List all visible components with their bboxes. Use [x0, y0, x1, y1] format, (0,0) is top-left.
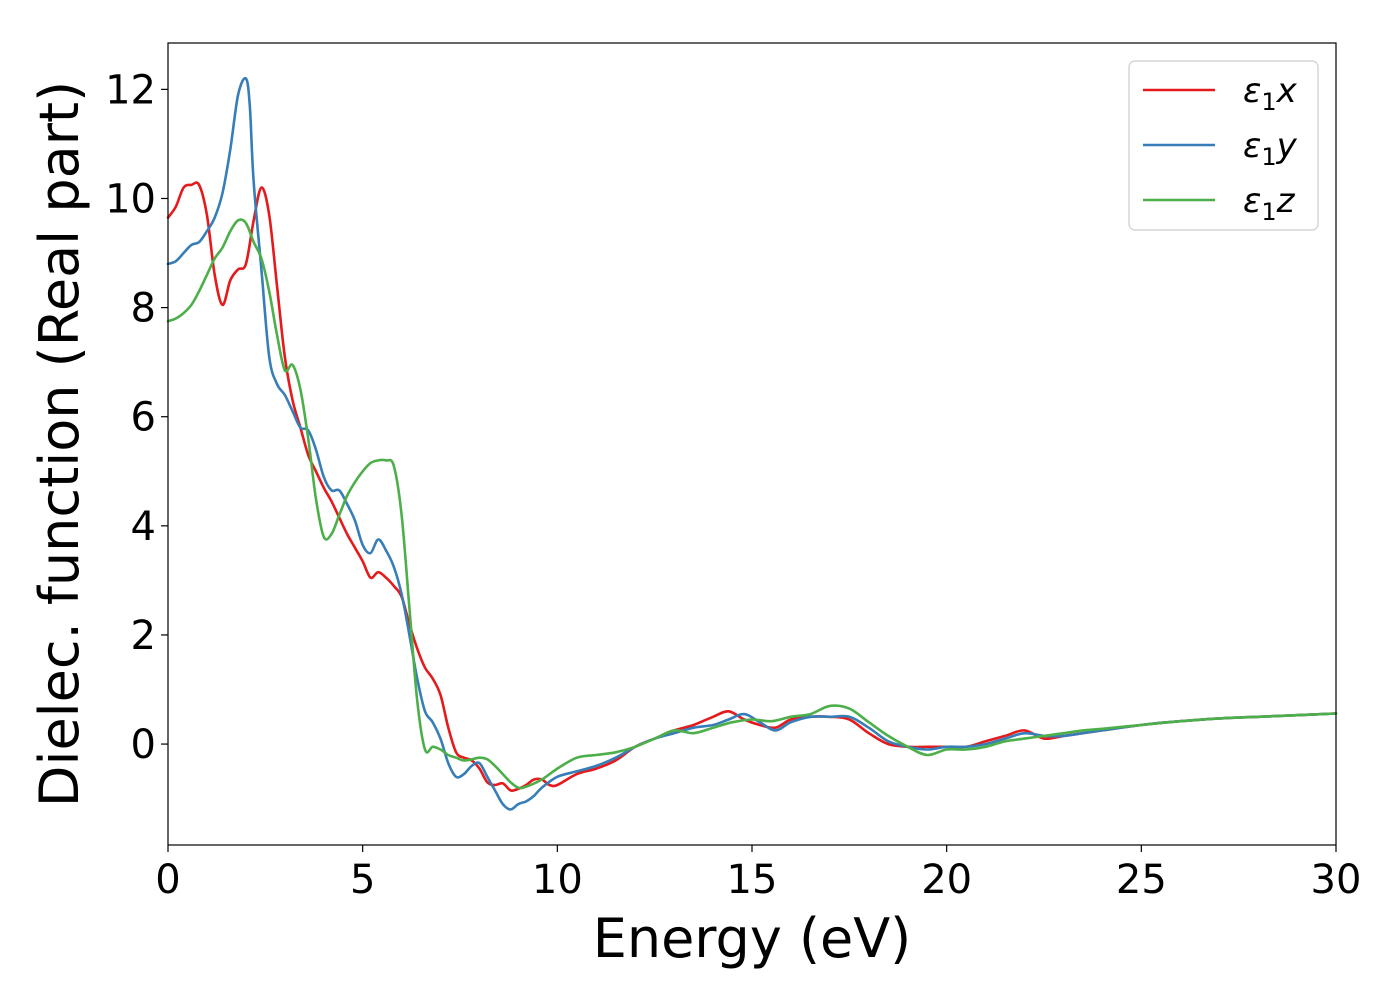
x-tick-label: 30 — [1311, 857, 1362, 903]
y-tick-label: 2 — [131, 613, 156, 659]
x-tick-label: 10 — [532, 857, 583, 903]
legend-component: y — [1276, 126, 1298, 166]
legend-component: z — [1276, 181, 1296, 221]
legend-entry-x: ε1x — [1243, 71, 1298, 116]
x-tick-label: 25 — [1116, 857, 1167, 903]
legend-symbol: ε — [1243, 181, 1261, 221]
y-tick-label: 8 — [131, 286, 156, 332]
x-tick-label: 0 — [155, 857, 180, 903]
y-axis-ticks: 0 2 4 6 8 10 12 — [105, 67, 168, 768]
legend-symbol: ε — [1243, 126, 1261, 166]
legend-subscript: 1 — [1261, 143, 1276, 171]
x-tick-label: 20 — [921, 857, 972, 903]
series-line-z — [166, 218, 1338, 790]
y-tick-label: 4 — [131, 504, 156, 550]
legend-box — [1128, 60, 1319, 231]
legend-component: x — [1276, 71, 1298, 111]
y-tick-label: 6 — [131, 395, 156, 441]
y-tick-label: 10 — [105, 176, 156, 222]
y-tick-label: 0 — [131, 722, 156, 768]
series-line-y — [166, 76, 1338, 811]
x-axis-label: Energy (eV) — [593, 907, 912, 970]
legend-symbol: ε — [1243, 71, 1261, 111]
x-tick-label: 5 — [350, 857, 375, 903]
y-tick-label: 12 — [105, 67, 156, 113]
x-tick-label: 15 — [727, 857, 778, 903]
legend-subscript: 1 — [1261, 198, 1276, 226]
series-layer — [166, 76, 1338, 811]
y-axis-label: Dielec. function (Real part) — [28, 81, 91, 807]
legend-entry-z: ε1z — [1243, 181, 1296, 226]
legend-entry-y: ε1y — [1243, 126, 1298, 171]
legend-subscript: 1 — [1261, 88, 1276, 116]
x-axis-ticks: 0 5 10 15 20 25 30 — [155, 845, 1361, 903]
